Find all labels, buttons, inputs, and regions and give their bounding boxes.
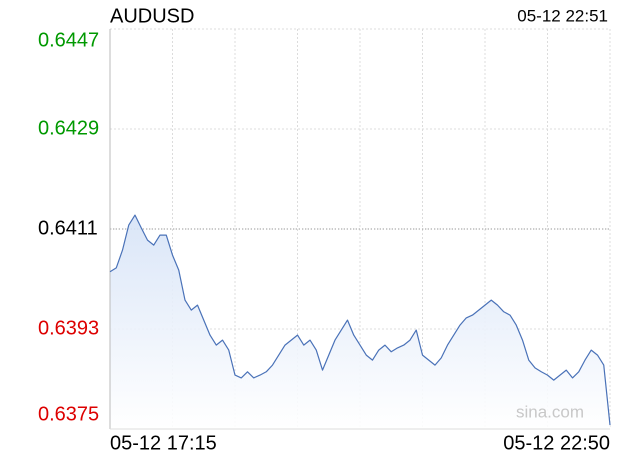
price-line xyxy=(109,214,611,426)
y-tick-label: 0.6429 xyxy=(38,117,99,139)
timestamp: 05-12 22:51 xyxy=(517,6,608,25)
x-tick-label: 05-12 22:50 xyxy=(503,432,610,454)
y-tick-label: 0.6375 xyxy=(38,403,99,425)
y-tick-label: 0.6447 xyxy=(38,29,99,51)
watermark: sina.com xyxy=(516,402,584,421)
y-tick-label: 0.6393 xyxy=(38,317,99,339)
chart-title: AUDUSD xyxy=(110,5,194,27)
y-tick-label: 0.6411 xyxy=(38,217,98,239)
x-tick-label: 05-12 17:15 xyxy=(110,432,217,454)
